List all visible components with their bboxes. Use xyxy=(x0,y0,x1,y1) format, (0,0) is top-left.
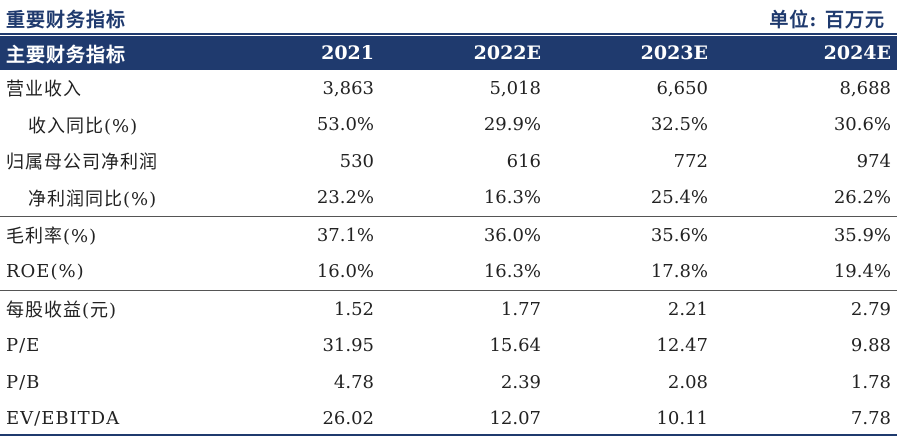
table-cell: 772 xyxy=(547,143,714,180)
table-cell: 10.11 xyxy=(547,401,714,437)
row-label: 收入同比(%) xyxy=(0,107,230,144)
table-cell: 35.9% xyxy=(714,217,897,254)
table-row: 营业收入 3,863 5,018 6,650 8,688 xyxy=(0,70,897,107)
row-label: P/E xyxy=(0,328,230,365)
row-label: 营业收入 xyxy=(0,70,230,107)
table-row: P/B 4.78 2.39 2.08 1.78 xyxy=(0,364,897,401)
table-row: P/E 31.95 15.64 12.47 9.88 xyxy=(0,328,897,365)
table-cell: 16.0% xyxy=(230,254,380,291)
table-cell: 37.1% xyxy=(230,217,380,254)
table-cell: 530 xyxy=(230,143,380,180)
row-label: 归属母公司净利润 xyxy=(0,143,230,180)
table-cell: 2.39 xyxy=(380,364,547,401)
table-cell: 25.4% xyxy=(547,180,714,217)
table-cell: 19.4% xyxy=(714,254,897,291)
table-cell: 1.78 xyxy=(714,364,897,401)
table-title: 重要财务指标 xyxy=(6,5,126,32)
table-row: EV/EBITDA 26.02 12.07 10.11 7.78 xyxy=(0,401,897,437)
table-cell: 30.6% xyxy=(714,107,897,144)
column-header-2024e: 2024E xyxy=(714,36,897,70)
table-cell: 32.5% xyxy=(547,107,714,144)
table-cell: 616 xyxy=(380,143,547,180)
table-cell: 31.95 xyxy=(230,328,380,365)
row-label: 毛利率(%) xyxy=(0,217,230,254)
table-cell: 2.08 xyxy=(547,364,714,401)
table-cell: 23.2% xyxy=(230,180,380,217)
table-cell: 36.0% xyxy=(380,217,547,254)
column-header-metric: 主要财务指标 xyxy=(0,36,230,70)
table-row: 收入同比(%) 53.0% 29.9% 32.5% 30.6% xyxy=(0,107,897,144)
financial-metrics-table: 主要财务指标 2021 2022E 2023E 2024E 营业收入 3,863… xyxy=(0,36,897,437)
table-row: 归属母公司净利润 530 616 772 974 xyxy=(0,143,897,180)
table-row: 每股收益(元) 1.52 1.77 2.21 2.79 xyxy=(0,291,897,328)
table-cell: 9.88 xyxy=(714,328,897,365)
table-cell: 26.2% xyxy=(714,180,897,217)
column-header-2021: 2021 xyxy=(230,36,380,70)
column-header-2023e: 2023E xyxy=(547,36,714,70)
header-row: 主要财务指标 2021 2022E 2023E 2024E xyxy=(0,36,897,70)
table-cell: 29.9% xyxy=(380,107,547,144)
table-cell: 2.79 xyxy=(714,291,897,328)
table-cell: 4.78 xyxy=(230,364,380,401)
table-cell: 2.21 xyxy=(547,291,714,328)
table-cell: 16.3% xyxy=(380,254,547,291)
table-row: 毛利率(%) 37.1% 36.0% 35.6% 35.9% xyxy=(0,217,897,254)
table-cell: 53.0% xyxy=(230,107,380,144)
column-header-2022e: 2022E xyxy=(380,36,547,70)
table-cell: 1.77 xyxy=(380,291,547,328)
table-cell: 5,018 xyxy=(380,70,547,107)
table-cell: 12.47 xyxy=(547,328,714,365)
table-cell: 8,688 xyxy=(714,70,897,107)
table-cell: 7.78 xyxy=(714,401,897,437)
table-cell: 15.64 xyxy=(380,328,547,365)
unit-label: 单位: 百万元 xyxy=(769,5,885,32)
table-row: ROE(%) 16.0% 16.3% 17.8% 19.4% xyxy=(0,254,897,291)
row-label: EV/EBITDA xyxy=(0,401,230,437)
table-cell: 6,650 xyxy=(547,70,714,107)
table-cell: 3,863 xyxy=(230,70,380,107)
table-cell: 35.6% xyxy=(547,217,714,254)
table-row: 净利润同比(%) 23.2% 16.3% 25.4% 26.2% xyxy=(0,180,897,217)
table-cell: 974 xyxy=(714,143,897,180)
table-cell: 16.3% xyxy=(380,180,547,217)
row-label: ROE(%) xyxy=(0,254,230,291)
row-label: 净利润同比(%) xyxy=(0,180,230,217)
title-bar: 重要财务指标 单位: 百万元 xyxy=(0,0,897,34)
row-label: P/B xyxy=(0,364,230,401)
table-cell: 1.52 xyxy=(230,291,380,328)
table-cell: 12.07 xyxy=(380,401,547,437)
table-cell: 26.02 xyxy=(230,401,380,437)
table-cell: 17.8% xyxy=(547,254,714,291)
row-label: 每股收益(元) xyxy=(0,291,230,328)
top-rule xyxy=(0,33,897,35)
